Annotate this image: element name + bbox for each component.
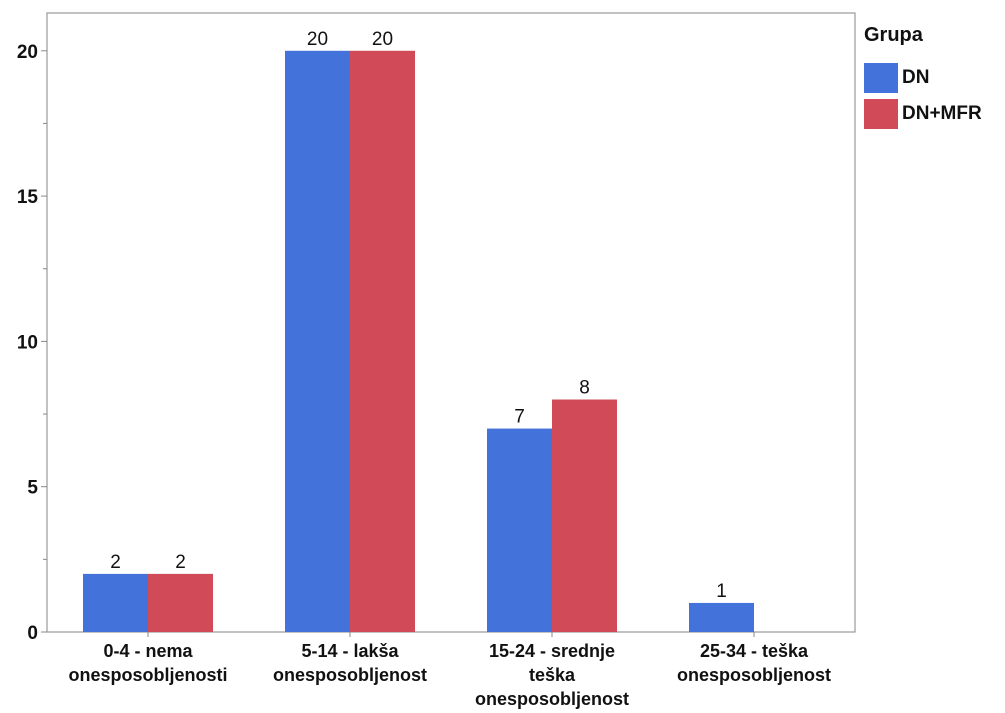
data-label: 20 — [372, 29, 393, 50]
plot-frame — [46, 12, 856, 633]
legend-swatch-dn-mfr — [864, 99, 898, 129]
x-tick-label: onesposobljenosti — [68, 665, 227, 685]
legend-label-dn: DN — [902, 67, 930, 88]
data-label: 20 — [307, 29, 328, 50]
legend-swatch-dn — [864, 63, 898, 93]
data-label: 2 — [175, 552, 186, 573]
bar-chart: 0 5 10 15 20 2 2 0-4 - nema onesposobljenosti 20 2… — [17, 12, 856, 709]
legend-title: Grupa — [864, 24, 923, 46]
y-tick-label: 0 — [27, 623, 38, 644]
x-tick-label: 5-14 - lakša — [301, 641, 399, 661]
data-label: 8 — [579, 378, 590, 399]
bar-dn-mfr — [148, 573, 213, 632]
legend-item-dn-mfr: DN+MFR — [864, 97, 982, 131]
data-label: 7 — [514, 407, 525, 428]
bar-dn — [285, 50, 350, 632]
x-tick-label: 15-24 - srednje — [489, 641, 615, 661]
legend: Grupa DN DN+MFR — [864, 24, 982, 133]
legend-item-dn: DN — [864, 61, 982, 95]
x-tick-label: 25-34 - teška — [700, 641, 809, 661]
x-tick-label: 0-4 - nema — [103, 641, 193, 661]
bar-dn — [689, 602, 754, 632]
data-label: 2 — [110, 552, 121, 573]
bar-dn — [83, 573, 148, 632]
data-label: 1 — [716, 581, 727, 602]
legend-label-dn-mfr: DN+MFR — [902, 103, 982, 124]
y-tick-label: 10 — [17, 332, 38, 353]
x-tick-label: onesposobljenost — [273, 665, 427, 685]
bar-dn — [487, 428, 552, 632]
y-tick-label: 15 — [17, 187, 39, 208]
y-tick-label: 5 — [27, 478, 38, 499]
x-tick-label: onesposobljenost — [677, 665, 831, 685]
y-tick-label: 20 — [17, 42, 38, 63]
x-tick-label: teška — [529, 665, 576, 685]
x-tick-label: onesposobljenost — [475, 689, 629, 709]
bar-dn-mfr — [350, 50, 415, 632]
bar-dn-mfr — [552, 399, 617, 632]
